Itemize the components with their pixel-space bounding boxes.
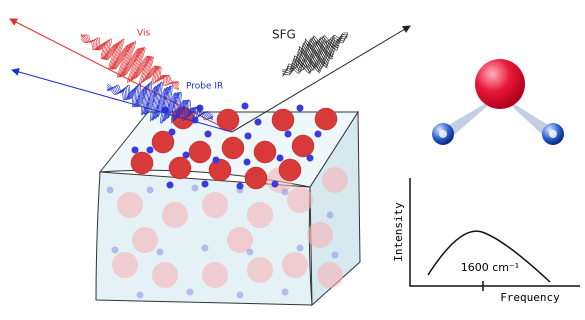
- hydrogen: [205, 131, 212, 138]
- hydrogen: [307, 155, 314, 162]
- faded-oxygen: [287, 187, 313, 213]
- oxygen: [169, 157, 191, 179]
- oxygen: [131, 152, 153, 174]
- faded-hydrogen: [187, 289, 194, 296]
- hydrogen: [213, 157, 220, 164]
- hydrogen: [272, 181, 279, 188]
- faded-oxygen: [202, 192, 228, 218]
- hydrogen: [237, 183, 244, 190]
- hydrogen: [132, 147, 139, 154]
- oxygen: [272, 109, 294, 131]
- faded-hydrogen: [192, 185, 199, 192]
- oxygen: [254, 141, 276, 163]
- faded-hydrogen: [282, 289, 289, 296]
- hydrogen: [297, 105, 304, 112]
- oxygen: [292, 135, 314, 157]
- faded-hydrogen: [247, 249, 254, 256]
- faded-oxygen: [247, 257, 273, 283]
- figure: Vis Probe IR SFG Intensity 1600 cm⁻¹ Fre…: [0, 0, 585, 320]
- faded-oxygen: [307, 222, 333, 248]
- wave-packets: [81, 33, 348, 124]
- faded-oxygen: [247, 202, 273, 228]
- hydrogen: [277, 155, 284, 162]
- hydrogen: [147, 147, 154, 154]
- faded-oxygen: [152, 262, 178, 288]
- oxygen: [315, 108, 337, 130]
- oxygen: [245, 167, 267, 189]
- hydrogen: [285, 131, 292, 138]
- faded-hydrogen: [297, 245, 304, 252]
- hydrogen: [183, 152, 190, 159]
- oxygen: [222, 137, 244, 159]
- faded-hydrogen: [332, 252, 339, 259]
- faded-hydrogen: [147, 187, 154, 194]
- hydrogen: [245, 133, 252, 140]
- faded-hydrogen: [157, 249, 164, 256]
- faded-hydrogen: [237, 292, 244, 299]
- oxygen: [209, 159, 231, 181]
- spectrum-plot: [410, 178, 580, 291]
- ir-beam: [12, 70, 232, 132]
- peak-label: 1600 cm⁻¹: [461, 261, 519, 274]
- faded-oxygen: [132, 227, 158, 253]
- faded-oxygen: [162, 202, 188, 228]
- faded-oxygen: [282, 252, 308, 278]
- faded-oxygen: [317, 262, 343, 288]
- faded-oxygen: [202, 262, 228, 288]
- oxygen: [279, 159, 301, 181]
- ir-label: Probe IR: [186, 82, 223, 92]
- hydrogen: [242, 103, 249, 110]
- hydrogen: [244, 159, 251, 166]
- vis-label: Vis: [137, 29, 150, 39]
- faded-hydrogen: [202, 245, 209, 252]
- faded-hydrogen: [327, 212, 334, 219]
- faded-hydrogen: [112, 247, 119, 254]
- water-molecule: [432, 59, 564, 145]
- faded-hydrogen: [107, 187, 114, 194]
- y-axis-label: Intensity: [392, 202, 405, 262]
- sfg-label: SFG: [272, 28, 296, 42]
- faded-hydrogen: [282, 189, 289, 196]
- hydrogen: [315, 131, 322, 138]
- faded-oxygen: [112, 252, 138, 278]
- faded-oxygen: [322, 167, 348, 193]
- hydrogen: [255, 119, 262, 126]
- hydrogen: [167, 182, 174, 189]
- oxygen: [189, 141, 211, 163]
- oxygen: [217, 109, 239, 131]
- hydrogen: [202, 181, 209, 188]
- faded-oxygen: [117, 192, 143, 218]
- hydrogen: [169, 129, 176, 136]
- faded-hydrogen: [137, 292, 144, 299]
- x-axis-label: Frequency: [500, 291, 560, 304]
